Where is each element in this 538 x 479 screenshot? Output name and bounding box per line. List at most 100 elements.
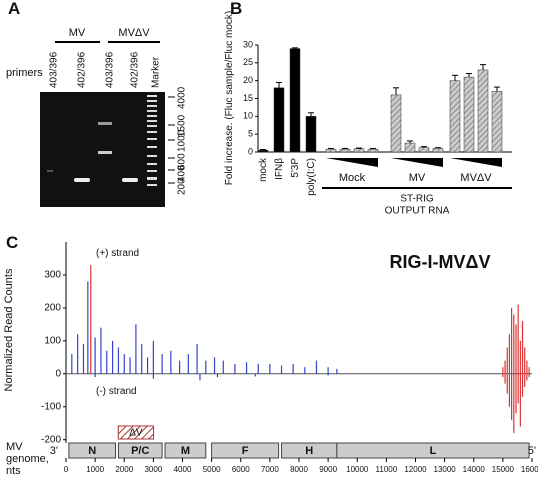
group-label: MV <box>69 27 86 39</box>
lane-label: Marker <box>151 56 162 88</box>
x-tick-label: 15000 <box>492 465 515 474</box>
y-tick-label: 20 <box>243 75 253 85</box>
size-marker: 400 <box>177 165 188 182</box>
lane-label: 403/396 <box>105 51 116 88</box>
x-tick-label: 12000 <box>404 465 427 474</box>
gene <box>117 442 163 459</box>
gene <box>336 442 530 459</box>
dose-triangle <box>326 158 378 167</box>
y-tick-label: 200 <box>44 303 61 314</box>
bar <box>477 69 489 153</box>
group-label: MVΔV <box>460 172 492 184</box>
group-label: MVΔV <box>118 27 150 39</box>
gel-bands <box>47 122 138 182</box>
y-tick-label: 10 <box>243 111 253 121</box>
lane-label: 402/396 <box>130 51 141 88</box>
x-tick-label: poly(I:C) <box>306 158 317 196</box>
y-tick-label: 0 <box>248 146 253 156</box>
x-tick-label: 9000 <box>319 465 337 474</box>
x-tick-label: 0 <box>64 465 69 474</box>
bar <box>449 80 461 153</box>
annotation: (+) strand <box>96 248 139 259</box>
footer-label: ST-RIG <box>400 194 434 205</box>
genome-label: genome, <box>6 453 49 465</box>
y-tick-label: 5 <box>248 129 253 139</box>
x-tick-label: 4000 <box>174 465 192 474</box>
gel <box>40 92 165 207</box>
dose-triangle <box>450 158 502 167</box>
genome-label: nts <box>6 465 21 477</box>
chart-title: RIG-I-MVΔV <box>390 252 491 272</box>
bar <box>353 148 365 153</box>
dose-triangle <box>391 158 443 167</box>
footer-label: OUTPUT RNA <box>385 206 450 217</box>
panel-letter: B <box>230 0 242 18</box>
y-tick-label: 15 <box>243 93 253 103</box>
gene-label: M <box>181 445 190 457</box>
bar <box>390 94 402 153</box>
gene-label: L <box>430 445 437 457</box>
x-tick-label: IFNβ <box>274 158 285 180</box>
panel-letter: C <box>6 233 18 252</box>
end-label: 5' <box>528 445 536 457</box>
x-tick-label: 16000 <box>521 465 538 474</box>
lane-label: 402/396 <box>77 51 88 88</box>
end-label: 3' <box>50 445 58 457</box>
y-tick-label: 25 <box>243 57 253 67</box>
row-label: primers <box>6 67 43 79</box>
x-tick-label: 13000 <box>434 465 457 474</box>
size-marker: 1000 <box>177 129 188 152</box>
y-axis-label: Fold increase. (Fluc sample/Fluc mock) <box>224 11 235 186</box>
x-tick-label: mock <box>258 157 269 182</box>
deletion <box>117 425 155 440</box>
group-label: Mock <box>339 172 366 184</box>
y-tick-label: -200 <box>41 434 61 445</box>
gene <box>68 442 117 459</box>
gene-label: F <box>242 445 249 457</box>
x-tick-label: 6000 <box>232 465 250 474</box>
bar <box>491 91 503 153</box>
x-tick-label: 7000 <box>261 465 279 474</box>
x-tick-label: 11000 <box>376 465 398 474</box>
y-tick-label: 30 <box>243 39 253 49</box>
bar <box>404 142 416 153</box>
bar <box>257 149 269 153</box>
lane-label: 403/396 <box>49 51 60 88</box>
gene <box>164 442 207 459</box>
bar <box>325 148 337 153</box>
marker-ladder <box>147 95 157 186</box>
size-marker: 4000 <box>177 86 188 109</box>
bar <box>273 87 285 153</box>
bar <box>418 147 430 153</box>
bar <box>432 148 444 153</box>
gene-label: P/C <box>131 445 149 457</box>
deletion-label: ΔV <box>129 428 143 439</box>
annotation: (-) strand <box>96 386 137 397</box>
size-marker: 1500 <box>177 114 188 137</box>
y-axis-label: Normalized Read Counts <box>3 268 15 391</box>
y-tick-label: 300 <box>44 270 61 281</box>
x-tick-label: 10000 <box>346 465 369 474</box>
x-tick-label: 8000 <box>290 465 308 474</box>
bar <box>463 76 475 153</box>
x-tick-label: 2000 <box>115 465 133 474</box>
size-marker: 600 <box>177 153 188 170</box>
gene-label: N <box>88 445 96 457</box>
y-tick-label: 0 <box>55 368 61 379</box>
x-tick-label: 5000 <box>203 465 221 474</box>
y-tick-label: -100 <box>41 401 61 412</box>
y-tick-label: 100 <box>44 335 61 346</box>
x-tick-label: 14000 <box>463 465 486 474</box>
bar <box>289 48 301 153</box>
size-marker: 200 <box>177 178 188 195</box>
gene <box>211 442 280 459</box>
bar <box>339 148 351 153</box>
gene-label: H <box>305 445 313 457</box>
bar <box>305 116 317 153</box>
panel-letter: A <box>8 0 20 18</box>
genome-label: MV <box>6 441 23 453</box>
x-tick-label: 5'3P <box>290 158 301 178</box>
x-tick-label: 1000 <box>86 465 104 474</box>
x-tick-label: 3000 <box>144 465 162 474</box>
